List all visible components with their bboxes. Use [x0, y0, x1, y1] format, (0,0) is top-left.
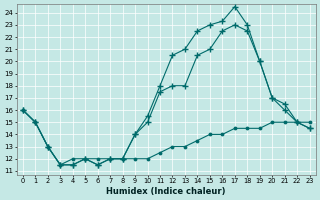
- X-axis label: Humidex (Indice chaleur): Humidex (Indice chaleur): [107, 187, 226, 196]
